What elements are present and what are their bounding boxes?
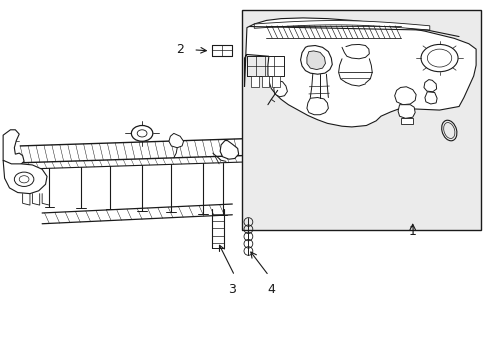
Polygon shape: [254, 21, 429, 30]
Polygon shape: [423, 80, 436, 92]
Polygon shape: [306, 51, 325, 69]
Polygon shape: [273, 81, 287, 97]
Polygon shape: [220, 140, 238, 159]
Polygon shape: [168, 134, 183, 148]
Polygon shape: [261, 76, 269, 87]
Text: 2: 2: [175, 42, 183, 55]
Polygon shape: [300, 45, 331, 74]
Text: 1: 1: [408, 225, 416, 238]
Text: 3: 3: [228, 283, 236, 296]
Polygon shape: [424, 92, 436, 104]
Polygon shape: [250, 76, 258, 87]
Polygon shape: [306, 98, 328, 115]
Polygon shape: [400, 118, 412, 125]
Polygon shape: [244, 18, 475, 127]
Polygon shape: [3, 160, 47, 194]
Polygon shape: [272, 76, 280, 87]
Polygon shape: [394, 87, 415, 105]
Text: 4: 4: [267, 283, 275, 296]
Polygon shape: [3, 130, 24, 166]
Bar: [242, 10, 480, 230]
Polygon shape: [397, 105, 414, 118]
